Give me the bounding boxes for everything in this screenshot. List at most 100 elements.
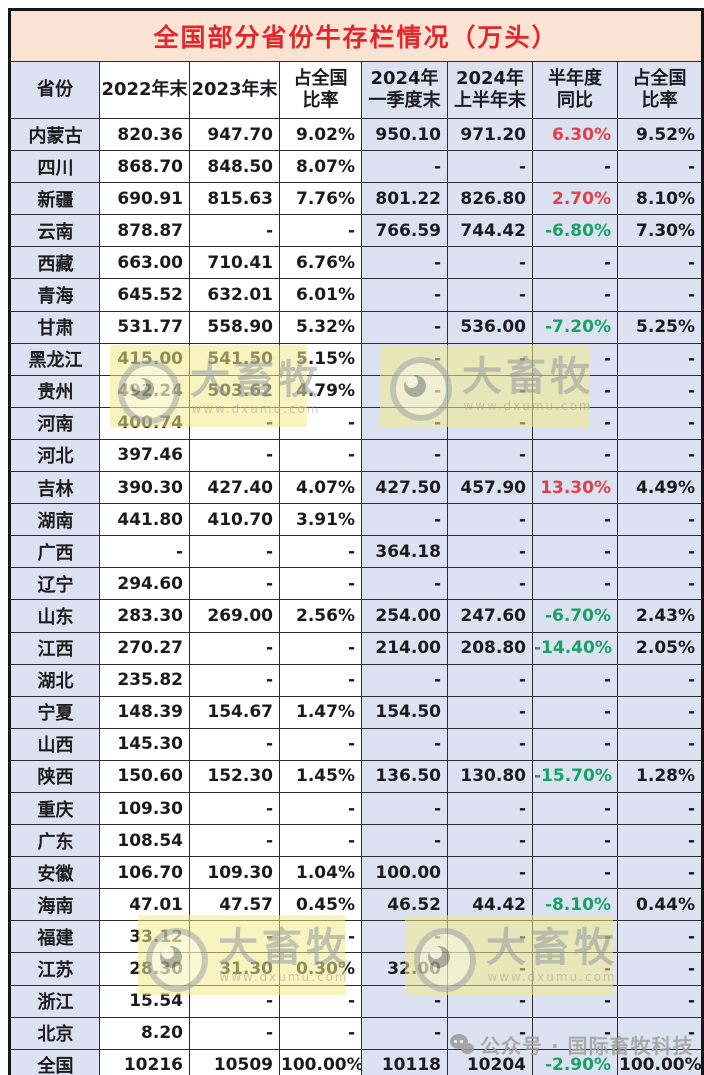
cell-2024q1: -: [361, 310, 448, 344]
table-row: 山西 145.30 - - - - - -: [9, 727, 704, 761]
table-row: 海南 47.01 47.57 0.45% 46.52 44.42 -8.10% …: [9, 888, 704, 922]
cell-2023: -: [189, 824, 280, 858]
cell-2024h1: -: [447, 695, 533, 729]
cell-2023: 558.90: [189, 310, 280, 344]
cell-halfyear-yoy: -: [532, 438, 618, 473]
cell-halfyear-yoy: -: [532, 984, 618, 1018]
cell-2022: 108.54: [99, 824, 190, 858]
cell-share-2024: -: [616, 342, 704, 376]
cell-2024h1: -: [447, 503, 533, 537]
cell-2023: -: [189, 663, 280, 697]
cell-share-2023: 9.02%: [279, 117, 362, 152]
cell-2022: 148.39: [99, 695, 190, 729]
cell-province: 河南: [9, 406, 100, 440]
cell-share-2024: -: [616, 535, 704, 569]
cell-2024h1: 826.80: [447, 182, 533, 216]
cell-2024q1: 154.50: [361, 695, 448, 729]
cell-halfyear-yoy: -: [532, 535, 618, 569]
table-row: 安徽 106.70 109.30 1.04% 100.00 - - -: [9, 856, 704, 890]
cell-share-2023: 1.45%: [279, 759, 362, 793]
cell-halfyear-yoy: -: [532, 856, 618, 890]
cell-2024q1: -: [361, 406, 448, 440]
column-header-2024h1: 2024年 上半年末: [447, 61, 533, 119]
cell-2022: 645.52: [99, 278, 190, 312]
cell-share-2024: 100.00%: [616, 1048, 704, 1075]
table-row: 贵州 492.24 503.62 4.79% - - - -: [9, 374, 704, 408]
cell-share-2024: -: [616, 374, 704, 408]
table-row: 云南 878.87 - - 766.59 744.42 -6.80% 7.30%: [9, 214, 704, 248]
cell-province: 西藏: [9, 246, 100, 280]
cell-province: 全国: [9, 1048, 100, 1075]
table-row: 西藏 663.00 710.41 6.76% - - - -: [9, 246, 704, 280]
cell-2024h1: -: [447, 1016, 533, 1050]
cell-2023: -: [189, 1016, 280, 1050]
table-row: 新疆 690.91 815.63 7.76% 801.22 826.80 2.7…: [9, 182, 704, 216]
cell-2024q1: 801.22: [361, 182, 448, 216]
cell-share-2024: 4.49%: [616, 471, 704, 505]
cell-halfyear-yoy: -: [532, 791, 618, 826]
cell-2024q1: -: [361, 984, 448, 1018]
column-header-2022: 2022年末: [99, 61, 190, 119]
cell-2024h1: -: [447, 856, 533, 890]
cell-share-2023: -: [279, 214, 362, 248]
cell-share-2023: 6.01%: [279, 278, 362, 312]
table-row: 重庆 109.30 - - - - - -: [9, 791, 704, 826]
cell-province: 江西: [9, 631, 100, 665]
cell-2022: 531.77: [99, 310, 190, 344]
cell-2024h1: 744.42: [447, 214, 533, 248]
table-row: 辽宁 294.60 - - - - - -: [9, 567, 704, 601]
cell-2024h1: -: [447, 438, 533, 473]
cell-share-2023: -: [279, 920, 362, 954]
cell-2023: -: [189, 984, 280, 1018]
table-row: 江苏 28.30 31.30 0.30% 32.00 - - -: [9, 952, 704, 986]
table-row: 青海 645.52 632.01 6.01% - - - -: [9, 278, 704, 312]
table-row: 内蒙古 820.36 947.70 9.02% 950.10 971.20 6.…: [9, 117, 704, 152]
cell-2022: 270.27: [99, 631, 190, 665]
cell-halfyear-yoy: -: [532, 150, 618, 184]
cell-2022: 663.00: [99, 246, 190, 280]
cell-2024q1: -: [361, 1016, 448, 1050]
cell-share-2023: 5.32%: [279, 310, 362, 344]
cell-2024h1: 247.60: [447, 599, 533, 633]
cell-share-2023: -: [279, 406, 362, 440]
cell-halfyear-yoy: -: [532, 406, 618, 440]
table-row: 陕西 150.60 152.30 1.45% 136.50 130.80 -15…: [9, 759, 704, 793]
cell-share-2024: -: [616, 856, 704, 890]
table-row: 广东 108.54 - - - - - -: [9, 824, 704, 858]
cell-share-2023: 2.56%: [279, 599, 362, 633]
cell-2024h1: 457.90: [447, 471, 533, 505]
cell-share-2024: -: [616, 246, 704, 280]
page-title: 全国部分省份牛存栏情况（万头）: [8, 9, 704, 62]
column-header-2023: 2023年末: [189, 61, 280, 119]
cell-halfyear-yoy: 6.30%: [532, 117, 618, 152]
cell-share-2023: -: [279, 1016, 362, 1050]
cell-2024q1: 32.00: [361, 952, 448, 986]
cell-2024h1: -: [447, 791, 533, 826]
cell-share-2023: -: [279, 631, 362, 665]
cell-share-2023: -: [279, 824, 362, 858]
cell-share-2024: -: [616, 791, 704, 826]
cell-province: 广西: [9, 535, 100, 569]
cell-2023: 848.50: [189, 150, 280, 184]
cell-2024h1: -: [447, 246, 533, 280]
cell-2023: 31.30: [189, 952, 280, 986]
cell-share-2024: -: [616, 1016, 704, 1050]
cell-2024q1: 950.10: [361, 117, 448, 152]
cell-2024h1: -: [447, 374, 533, 408]
table-row: 浙江 15.54 - - - - - -: [9, 984, 704, 1018]
cell-province: 福建: [9, 920, 100, 954]
cell-2022: 10216: [99, 1048, 190, 1075]
cell-2024h1: 10204: [447, 1048, 533, 1075]
cell-2024q1: 766.59: [361, 214, 448, 248]
cell-share-2024: 0.44%: [616, 888, 704, 922]
cell-2023: -: [189, 438, 280, 473]
column-header-province: 省份: [9, 61, 100, 119]
cell-share-2023: 4.79%: [279, 374, 362, 408]
cell-2024h1: -: [447, 824, 533, 858]
cell-2022: 8.20: [99, 1016, 190, 1050]
cell-halfyear-yoy: -: [532, 727, 618, 761]
table-row: 河南 400.74 - - - - - -: [9, 406, 704, 440]
cell-2023: -: [189, 920, 280, 954]
cell-2022: 235.82: [99, 663, 190, 697]
